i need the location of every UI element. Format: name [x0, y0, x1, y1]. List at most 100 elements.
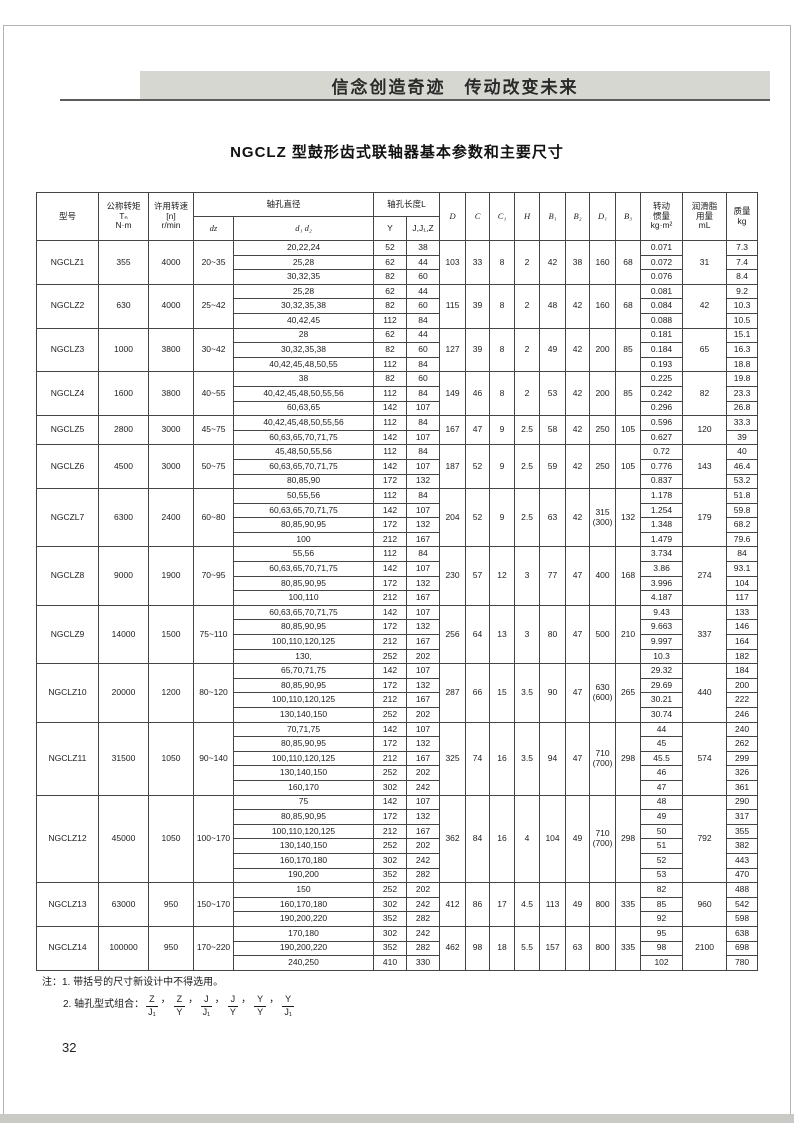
cell-speed: 4000 [148, 240, 194, 285]
table-row: 160,170 302 242 47 361 [37, 779, 759, 796]
cell-length-Y: 302 [373, 896, 408, 913]
cell-inertia: 1.348 [640, 517, 684, 533]
combo-separator: ， [214, 994, 225, 1005]
cell-torque: 355 [98, 240, 149, 285]
cell-inertia: 0.084 [640, 298, 684, 314]
cell-bore-diameters: 75 [232, 794, 375, 811]
cell-B3: 265 [615, 663, 642, 723]
cell-length-Y: 112 [373, 385, 408, 402]
cell-inertia: 29.69 [640, 677, 684, 694]
cell-B1: 49 [539, 327, 567, 373]
cell-length-Y: 172 [373, 619, 408, 636]
cell-length-JJZ: 242 [406, 896, 441, 913]
cell-B1: 94 [539, 721, 567, 796]
cell-length-JJZ: 132 [406, 517, 441, 533]
cell-torque: 4500 [98, 444, 149, 490]
cell-D1: 630 (600) [589, 663, 617, 723]
cell-B1: 58 [539, 415, 567, 446]
cell-bore-diameters: 38 [232, 371, 375, 387]
cell-length-JJZ: 132 [406, 809, 441, 825]
cell-C1: 9 [489, 415, 516, 446]
cell-C: 39 [465, 283, 491, 329]
cell-mass: 182 [726, 648, 759, 665]
cell-length-JJZ: 202 [406, 648, 441, 665]
cell-length-Y: 352 [373, 867, 408, 884]
cell-mass: 7.4 [726, 254, 759, 271]
cell-H: 2.5 [514, 415, 541, 446]
col-header-speed: 许用转速 [n] r/min [148, 192, 194, 241]
cell-mass: 598 [726, 911, 759, 927]
cell-grease: 960 [682, 882, 728, 927]
cell-mass: 8.4 [726, 269, 759, 285]
cell-B2: 42 [565, 327, 591, 373]
table-row: 100,110,120,125 212 167 45.5 299 [37, 750, 759, 767]
cell-inertia: 50 [640, 823, 684, 840]
cell-bore-diameters: 190,200 [232, 867, 375, 884]
cell-length-JJZ: 167 [406, 590, 441, 606]
cell-length-JJZ: 242 [406, 852, 441, 869]
cell-B1: 113 [539, 882, 567, 927]
cell-speed: 1500 [148, 604, 194, 665]
cell-mass: 18.8 [726, 356, 759, 373]
cell-length-Y: 302 [373, 925, 408, 942]
cell-torque: 45000 [98, 794, 149, 884]
cell-bore-diameters: 80,85,90,95 [232, 677, 375, 694]
cell-torque: 100000 [98, 925, 149, 971]
col-header-bore-diameter: 轴孔直径 [192, 192, 375, 217]
col-header-B1: B₁ [539, 192, 567, 241]
cell-B2: 38 [565, 240, 591, 285]
cell-length-Y: 252 [373, 707, 408, 723]
fraction-numerator: Y [254, 994, 267, 1007]
cell-length-Y: 212 [373, 750, 408, 767]
cell-dz-range: 70~95 [193, 546, 234, 606]
cell-model: NGCLZ6 [36, 444, 99, 490]
cell-torque: 6300 [98, 488, 149, 548]
cell-inertia: 0.837 [640, 473, 684, 490]
cell-length-Y: 142 [373, 604, 408, 621]
cell-length-JJZ: 107 [406, 604, 441, 621]
cell-torque: 1000 [98, 327, 149, 373]
cell-length-Y: 172 [373, 473, 408, 490]
fraction-denominator: J₁ [148, 1006, 156, 1017]
cell-mass: 23.3 [726, 385, 759, 402]
cell-mass: 262 [726, 736, 759, 752]
cell-mass: 317 [726, 809, 759, 825]
cell-torque: 63000 [98, 882, 149, 927]
cell-length-Y: 352 [373, 940, 408, 957]
cell-C: 33 [465, 240, 491, 285]
cell-C: 64 [465, 604, 491, 665]
table-row: 160,170,180 302 242 52 443 [37, 852, 759, 869]
combo-separator: ， [241, 994, 252, 1005]
cell-D1: 250 [589, 444, 617, 490]
cell-bore-diameters: 25,28 [232, 283, 375, 300]
cell-H: 4.5 [514, 882, 541, 927]
cell-B3: 85 [615, 371, 642, 417]
cell-B3: 105 [615, 415, 642, 446]
cell-inertia: 0.72 [640, 444, 684, 460]
cell-speed: 2400 [148, 488, 194, 548]
cell-C: 84 [465, 794, 491, 884]
cell-mass: 133 [726, 604, 759, 621]
col-header-B3: B₃ [615, 192, 642, 241]
cell-length-Y: 142 [373, 400, 408, 417]
cell-dz-range: 150~170 [193, 882, 234, 927]
cell-bore-diameters: 80,85,90,95 [232, 575, 375, 592]
cell-D: 187 [439, 444, 467, 490]
table-row: NGCLZ12 45000 1050 100~170 75 142 107 362 84 16 4 1… [36, 794, 759, 884]
cell-mass: 290 [726, 794, 759, 811]
cell-model: NGCLZ14 [36, 925, 99, 971]
cell-inertia: 9.997 [640, 634, 684, 650]
cell-D: 256 [439, 604, 467, 665]
cell-length-Y: 302 [373, 852, 408, 869]
cell-dz-range: 60~80 [193, 488, 234, 548]
cell-B3: 85 [615, 327, 642, 373]
cell-D: 230 [439, 546, 467, 606]
cell-length-JJZ: 44 [406, 283, 441, 300]
cell-length-Y: 112 [373, 546, 408, 563]
cell-length-JJZ: 167 [406, 692, 441, 708]
cell-mass: 326 [726, 765, 759, 781]
cell-length-JJZ: 330 [406, 955, 441, 971]
col-header-grease: 润滑脂 用量 mL [682, 192, 728, 241]
cell-C1: 13 [489, 604, 516, 665]
